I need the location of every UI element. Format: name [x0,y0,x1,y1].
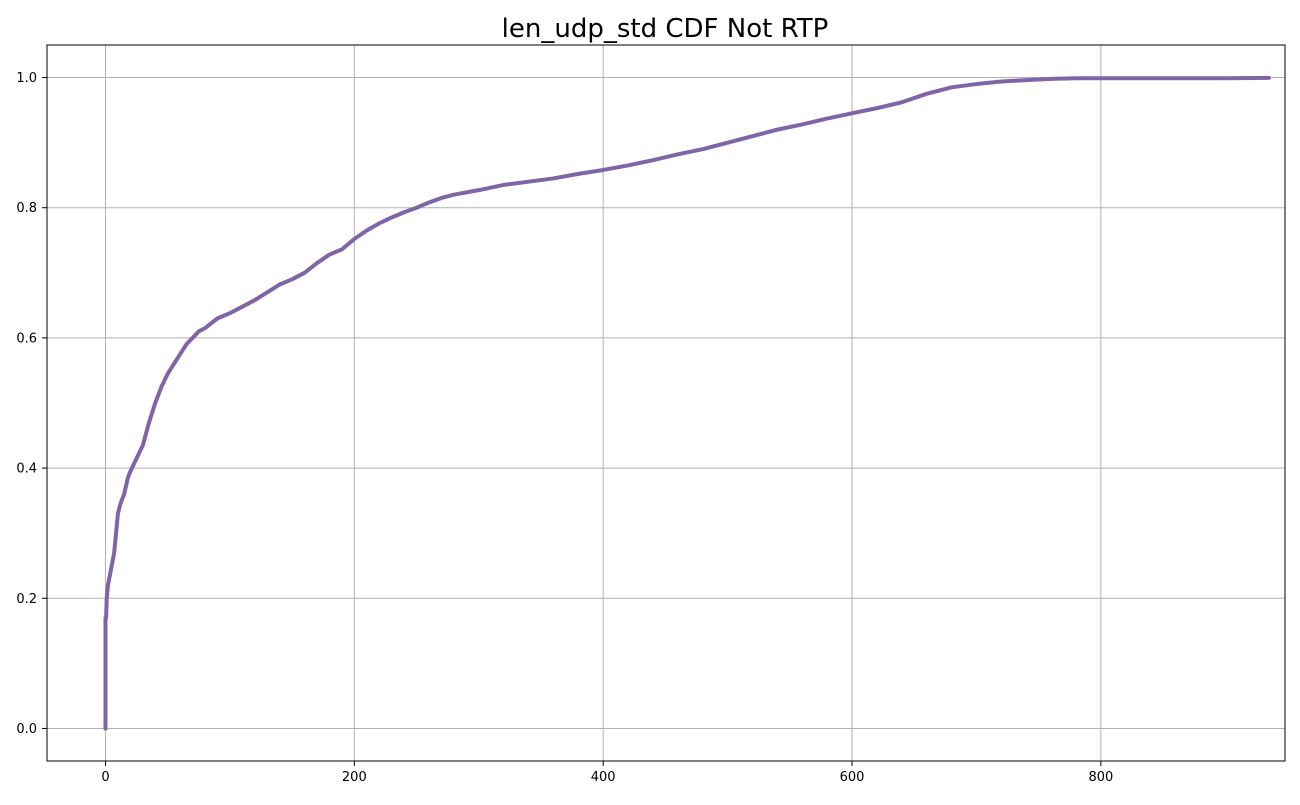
y-tick-label: 0.0 [16,722,37,737]
y-tick-label: 0.8 [16,201,37,216]
series-layer [103,75,1271,731]
x-tick-label: 800 [1088,770,1113,785]
x-tick-label: 400 [591,770,616,785]
plot-frame [46,44,1286,762]
grid [47,45,1285,761]
y-tick-label: 0.4 [16,462,37,477]
cdf-series-line [103,75,1271,731]
x-tick-label: 200 [342,770,367,785]
y-tick-label: 0.6 [16,331,37,346]
x-tick-label: 0 [101,770,109,785]
axes: 0 200 400 600 800 0.0 0.2 0.4 0.6 0.8 1.0 [16,71,1113,785]
chart-title: len_udp_std CDF Not RTP [502,14,829,44]
y-tick-label: 1.0 [16,71,37,86]
y-tick-label: 0.2 [16,592,37,607]
x-tick-label: 600 [840,770,865,785]
